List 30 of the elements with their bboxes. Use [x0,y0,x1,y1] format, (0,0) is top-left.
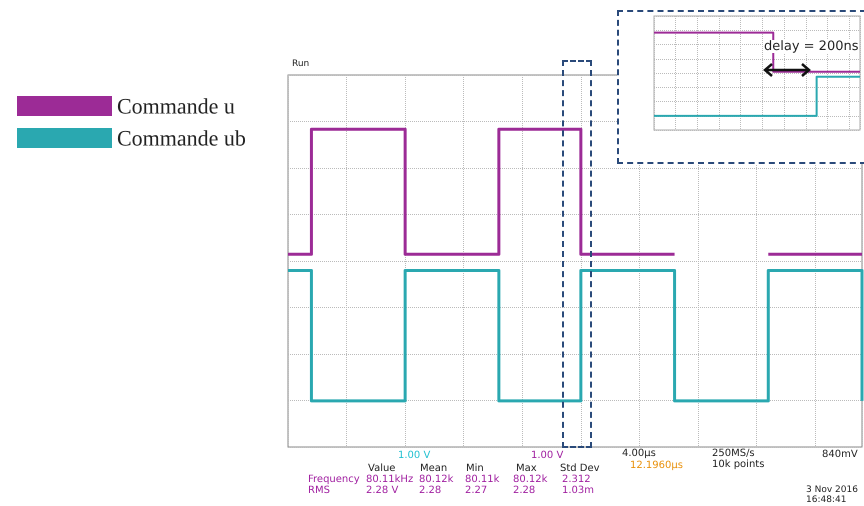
text: 80.12k [419,474,454,485]
annotation: delay = 200ns [764,39,859,54]
text: Mean [420,463,448,474]
text: Run [292,59,310,69]
text: 2.28 V [366,485,398,496]
text: 12.1960µs [630,460,683,471]
text: 80.12k [513,474,548,485]
text: 1.00 V [398,450,430,461]
text: 2.28 [419,485,442,496]
text: 2.312 [562,474,591,485]
text: 2.27 [465,485,488,496]
text: 250MS/s [712,448,755,459]
legend-label: Commande u [117,94,235,118]
text: 840mV [822,449,858,460]
text: 1.03m [562,485,594,496]
text: 80.11kHz [366,474,414,485]
text: Std Dev [560,463,600,474]
text: RMS [308,485,330,496]
text: 80.11k [465,474,500,485]
text: 1.00 V [531,450,564,461]
text: 10k points [712,459,764,470]
text: Max [516,463,537,474]
text: 16:48:41 [806,495,846,505]
text: 4.00µs [622,448,656,459]
text: Value [368,463,396,474]
text: Min [466,463,484,474]
legend-label: Commande ub [117,126,246,150]
text: 3 Nov 2016 [806,485,858,495]
text: 2.28 [513,485,536,496]
text: Frequency [308,474,360,485]
